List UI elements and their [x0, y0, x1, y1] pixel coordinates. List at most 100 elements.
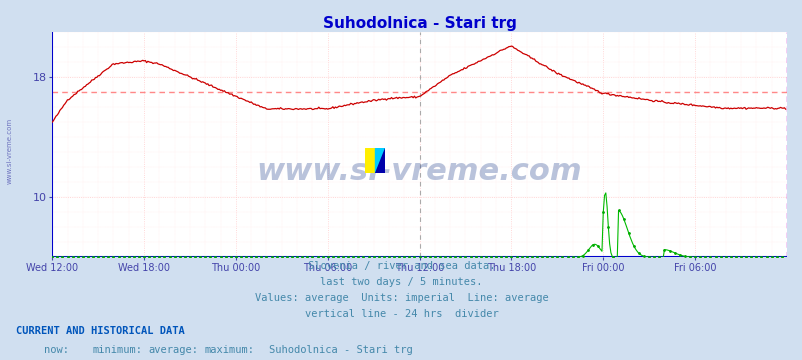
Point — [357, 255, 370, 260]
Point — [81, 255, 94, 260]
Point — [734, 255, 747, 260]
Point — [576, 253, 589, 258]
Point — [351, 255, 364, 260]
Point — [515, 255, 528, 260]
Point — [286, 255, 298, 260]
Point — [489, 255, 502, 260]
Point — [403, 255, 415, 260]
Point — [678, 253, 691, 259]
Point — [260, 255, 273, 260]
Point — [387, 255, 400, 260]
Point — [209, 255, 221, 260]
Point — [204, 255, 217, 260]
Point — [382, 255, 395, 260]
Polygon shape — [375, 148, 385, 173]
Point — [199, 255, 212, 260]
Point — [275, 255, 288, 260]
Point — [662, 248, 675, 253]
Point — [673, 252, 686, 258]
Point — [418, 255, 431, 260]
Point — [280, 255, 293, 260]
Point — [535, 255, 548, 260]
Point — [46, 255, 59, 260]
Text: www.si-vreme.com: www.si-vreme.com — [6, 118, 12, 184]
Point — [713, 255, 726, 260]
Point — [87, 255, 99, 260]
Point — [759, 255, 772, 260]
Point — [117, 255, 130, 260]
Point — [137, 255, 150, 260]
Point — [474, 255, 487, 260]
Point — [397, 255, 410, 260]
Point — [596, 210, 609, 215]
Point — [122, 255, 135, 260]
Point — [744, 255, 757, 260]
Point — [331, 255, 344, 260]
Point — [245, 255, 257, 260]
Point — [723, 255, 736, 260]
Point — [61, 255, 74, 260]
Text: www.si-vreme.com: www.si-vreme.com — [257, 157, 581, 186]
Point — [494, 255, 507, 260]
Point — [188, 255, 201, 260]
Point — [128, 255, 140, 260]
Point — [428, 255, 441, 260]
Point — [326, 255, 338, 260]
Point — [520, 255, 533, 260]
Point — [688, 255, 701, 260]
Text: maximum:: maximum: — [205, 345, 254, 355]
Point — [769, 255, 782, 260]
Point — [158, 255, 171, 260]
Point — [321, 255, 334, 260]
Point — [581, 248, 593, 253]
Title: Suhodolnica - Stari trg: Suhodolnica - Stari trg — [322, 16, 516, 31]
Point — [56, 255, 69, 260]
Point — [148, 255, 160, 260]
Point — [184, 255, 196, 260]
Point — [214, 255, 227, 260]
Text: minimum:: minimum: — [92, 345, 142, 355]
Polygon shape — [375, 148, 385, 173]
Point — [310, 255, 323, 260]
Point — [423, 255, 435, 260]
Point — [168, 255, 181, 260]
Point — [719, 255, 731, 260]
Point — [295, 255, 308, 260]
Point — [412, 255, 425, 260]
Point — [561, 255, 573, 260]
Point — [372, 255, 385, 260]
Point — [459, 255, 472, 260]
Point — [591, 243, 604, 249]
Text: vertical line - 24 hrs  divider: vertical line - 24 hrs divider — [304, 309, 498, 319]
Point — [346, 255, 359, 260]
Point — [545, 255, 558, 260]
Point — [448, 255, 461, 260]
Point — [642, 254, 654, 260]
Point — [698, 255, 711, 260]
Point — [112, 255, 125, 260]
Point — [703, 255, 716, 260]
Point — [229, 255, 242, 260]
Point — [586, 242, 599, 248]
Point — [749, 255, 762, 260]
Point — [626, 243, 639, 249]
Point — [342, 255, 354, 260]
Point — [249, 255, 262, 260]
Point — [728, 255, 741, 260]
Point — [647, 255, 660, 260]
Point — [504, 255, 517, 260]
Point — [739, 255, 751, 260]
Point — [444, 255, 456, 260]
Point — [453, 255, 466, 260]
Point — [637, 253, 650, 259]
Point — [336, 255, 349, 260]
Point — [102, 255, 115, 260]
Point — [555, 255, 568, 260]
Polygon shape — [365, 148, 375, 173]
Point — [234, 255, 247, 260]
Point — [570, 254, 583, 260]
Point — [565, 255, 578, 260]
Point — [754, 255, 767, 260]
Point — [540, 255, 553, 260]
Point — [193, 255, 206, 260]
